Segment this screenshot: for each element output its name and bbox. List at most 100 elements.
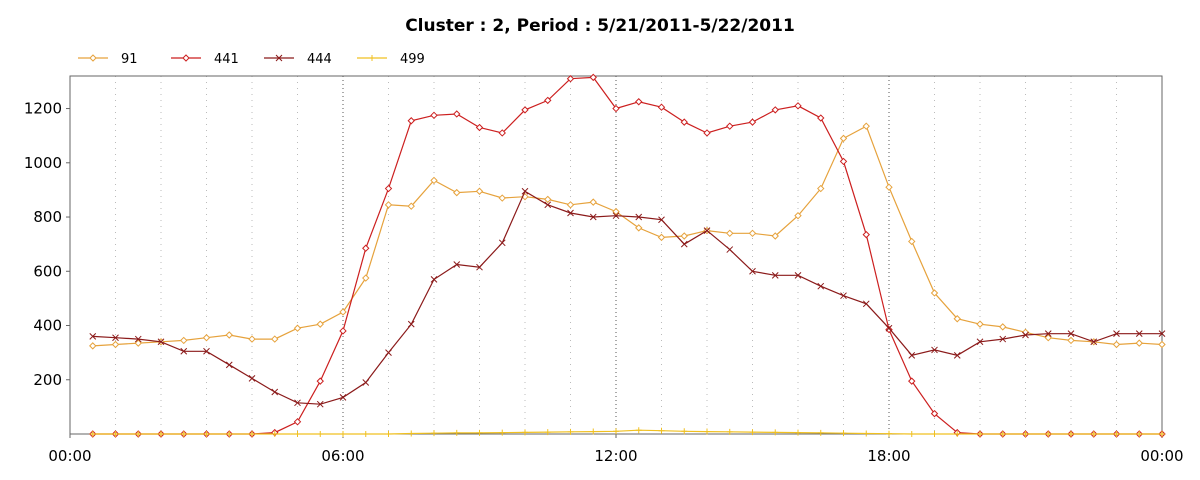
data-point — [794, 211, 802, 220]
data-point — [657, 103, 666, 111]
y-tick-label: 1000 — [24, 154, 62, 172]
data-point — [430, 176, 438, 185]
data-point — [817, 114, 825, 122]
data-point — [1136, 431, 1143, 437]
data-point — [908, 237, 916, 246]
data-point — [544, 96, 552, 105]
data-point — [589, 73, 597, 82]
data-point — [1045, 431, 1052, 437]
data-point — [817, 429, 824, 436]
y-axis: 200 400 600 800 1000 1200 — [24, 100, 70, 389]
data-point — [612, 207, 620, 216]
data-point — [430, 111, 438, 120]
data-point — [953, 315, 961, 323]
data-point — [953, 351, 961, 359]
data-point — [1068, 431, 1074, 437]
data-point — [544, 429, 551, 436]
data-point — [294, 431, 301, 437]
data-point — [134, 339, 142, 347]
data-point — [408, 430, 415, 437]
data-point — [954, 431, 961, 437]
data-point — [362, 431, 369, 437]
data-point — [771, 106, 779, 114]
series-line — [92, 429, 1162, 435]
x-tick-label: 00:00 — [1140, 447, 1183, 465]
data-point — [499, 429, 506, 436]
y-tick-label: 800 — [33, 208, 62, 226]
data-point — [407, 202, 415, 210]
data-point — [362, 274, 370, 282]
x-tick-label: 06:00 — [321, 447, 364, 465]
data-point — [771, 232, 779, 240]
grid — [115, 76, 1117, 434]
series-441 — [89, 73, 1166, 438]
data-point — [134, 335, 142, 343]
data-point — [294, 399, 301, 407]
legend-item: 91 — [78, 52, 138, 67]
data-point — [453, 261, 461, 268]
data-point — [567, 209, 574, 217]
data-point — [203, 347, 210, 355]
data-point — [863, 430, 870, 437]
data-point — [680, 118, 688, 126]
data-point — [635, 98, 643, 106]
data-point — [1090, 431, 1097, 437]
data-point — [726, 428, 733, 435]
data-point — [885, 324, 893, 332]
data-point — [839, 134, 848, 143]
data-point — [431, 430, 437, 437]
data-point — [1067, 336, 1075, 345]
data-point — [498, 239, 506, 247]
data-point — [1067, 330, 1075, 338]
data-point — [544, 195, 552, 204]
legend-item: 444 — [264, 52, 332, 67]
data-point — [658, 216, 665, 224]
data-point — [1159, 431, 1165, 437]
data-point — [362, 379, 370, 386]
data-point — [453, 110, 461, 118]
data-point — [1090, 338, 1098, 346]
data-point — [1022, 431, 1029, 437]
series-444 — [89, 187, 1166, 408]
data-point — [612, 104, 620, 113]
data-point — [1135, 339, 1143, 347]
data-point — [681, 428, 688, 435]
data-point — [339, 308, 347, 316]
data-point — [771, 271, 779, 279]
data-point — [407, 117, 415, 125]
data-point — [476, 429, 483, 436]
chart-title: Cluster : 2, Period : 5/21/2011-5/22/201… — [405, 16, 795, 36]
legend-label: 444 — [307, 52, 332, 67]
data-point — [226, 431, 233, 437]
data-point — [271, 431, 278, 437]
data-point — [112, 431, 119, 437]
legend-label: 91 — [121, 52, 138, 67]
data-point — [840, 430, 847, 437]
x-tick-label: 12:00 — [594, 447, 637, 465]
data-point — [886, 430, 892, 437]
data-point — [885, 325, 893, 334]
data-point — [521, 106, 529, 114]
data-point — [248, 335, 256, 343]
data-point — [635, 427, 642, 434]
data-point — [680, 232, 688, 240]
series-layer — [89, 73, 1166, 438]
data-point — [1135, 330, 1143, 338]
data-point — [657, 233, 666, 242]
legend-marker — [89, 54, 97, 62]
data-point — [999, 323, 1007, 331]
data-point — [225, 331, 233, 339]
data-point — [384, 201, 393, 209]
data-point — [89, 431, 96, 437]
data-point — [316, 320, 324, 328]
data-point — [748, 118, 757, 126]
data-point — [1112, 340, 1121, 349]
data-point — [293, 418, 302, 426]
data-point — [839, 157, 848, 166]
data-point — [885, 183, 893, 191]
data-point — [339, 327, 347, 335]
data-point — [726, 229, 734, 238]
data-point — [112, 334, 119, 342]
data-point — [249, 431, 255, 437]
